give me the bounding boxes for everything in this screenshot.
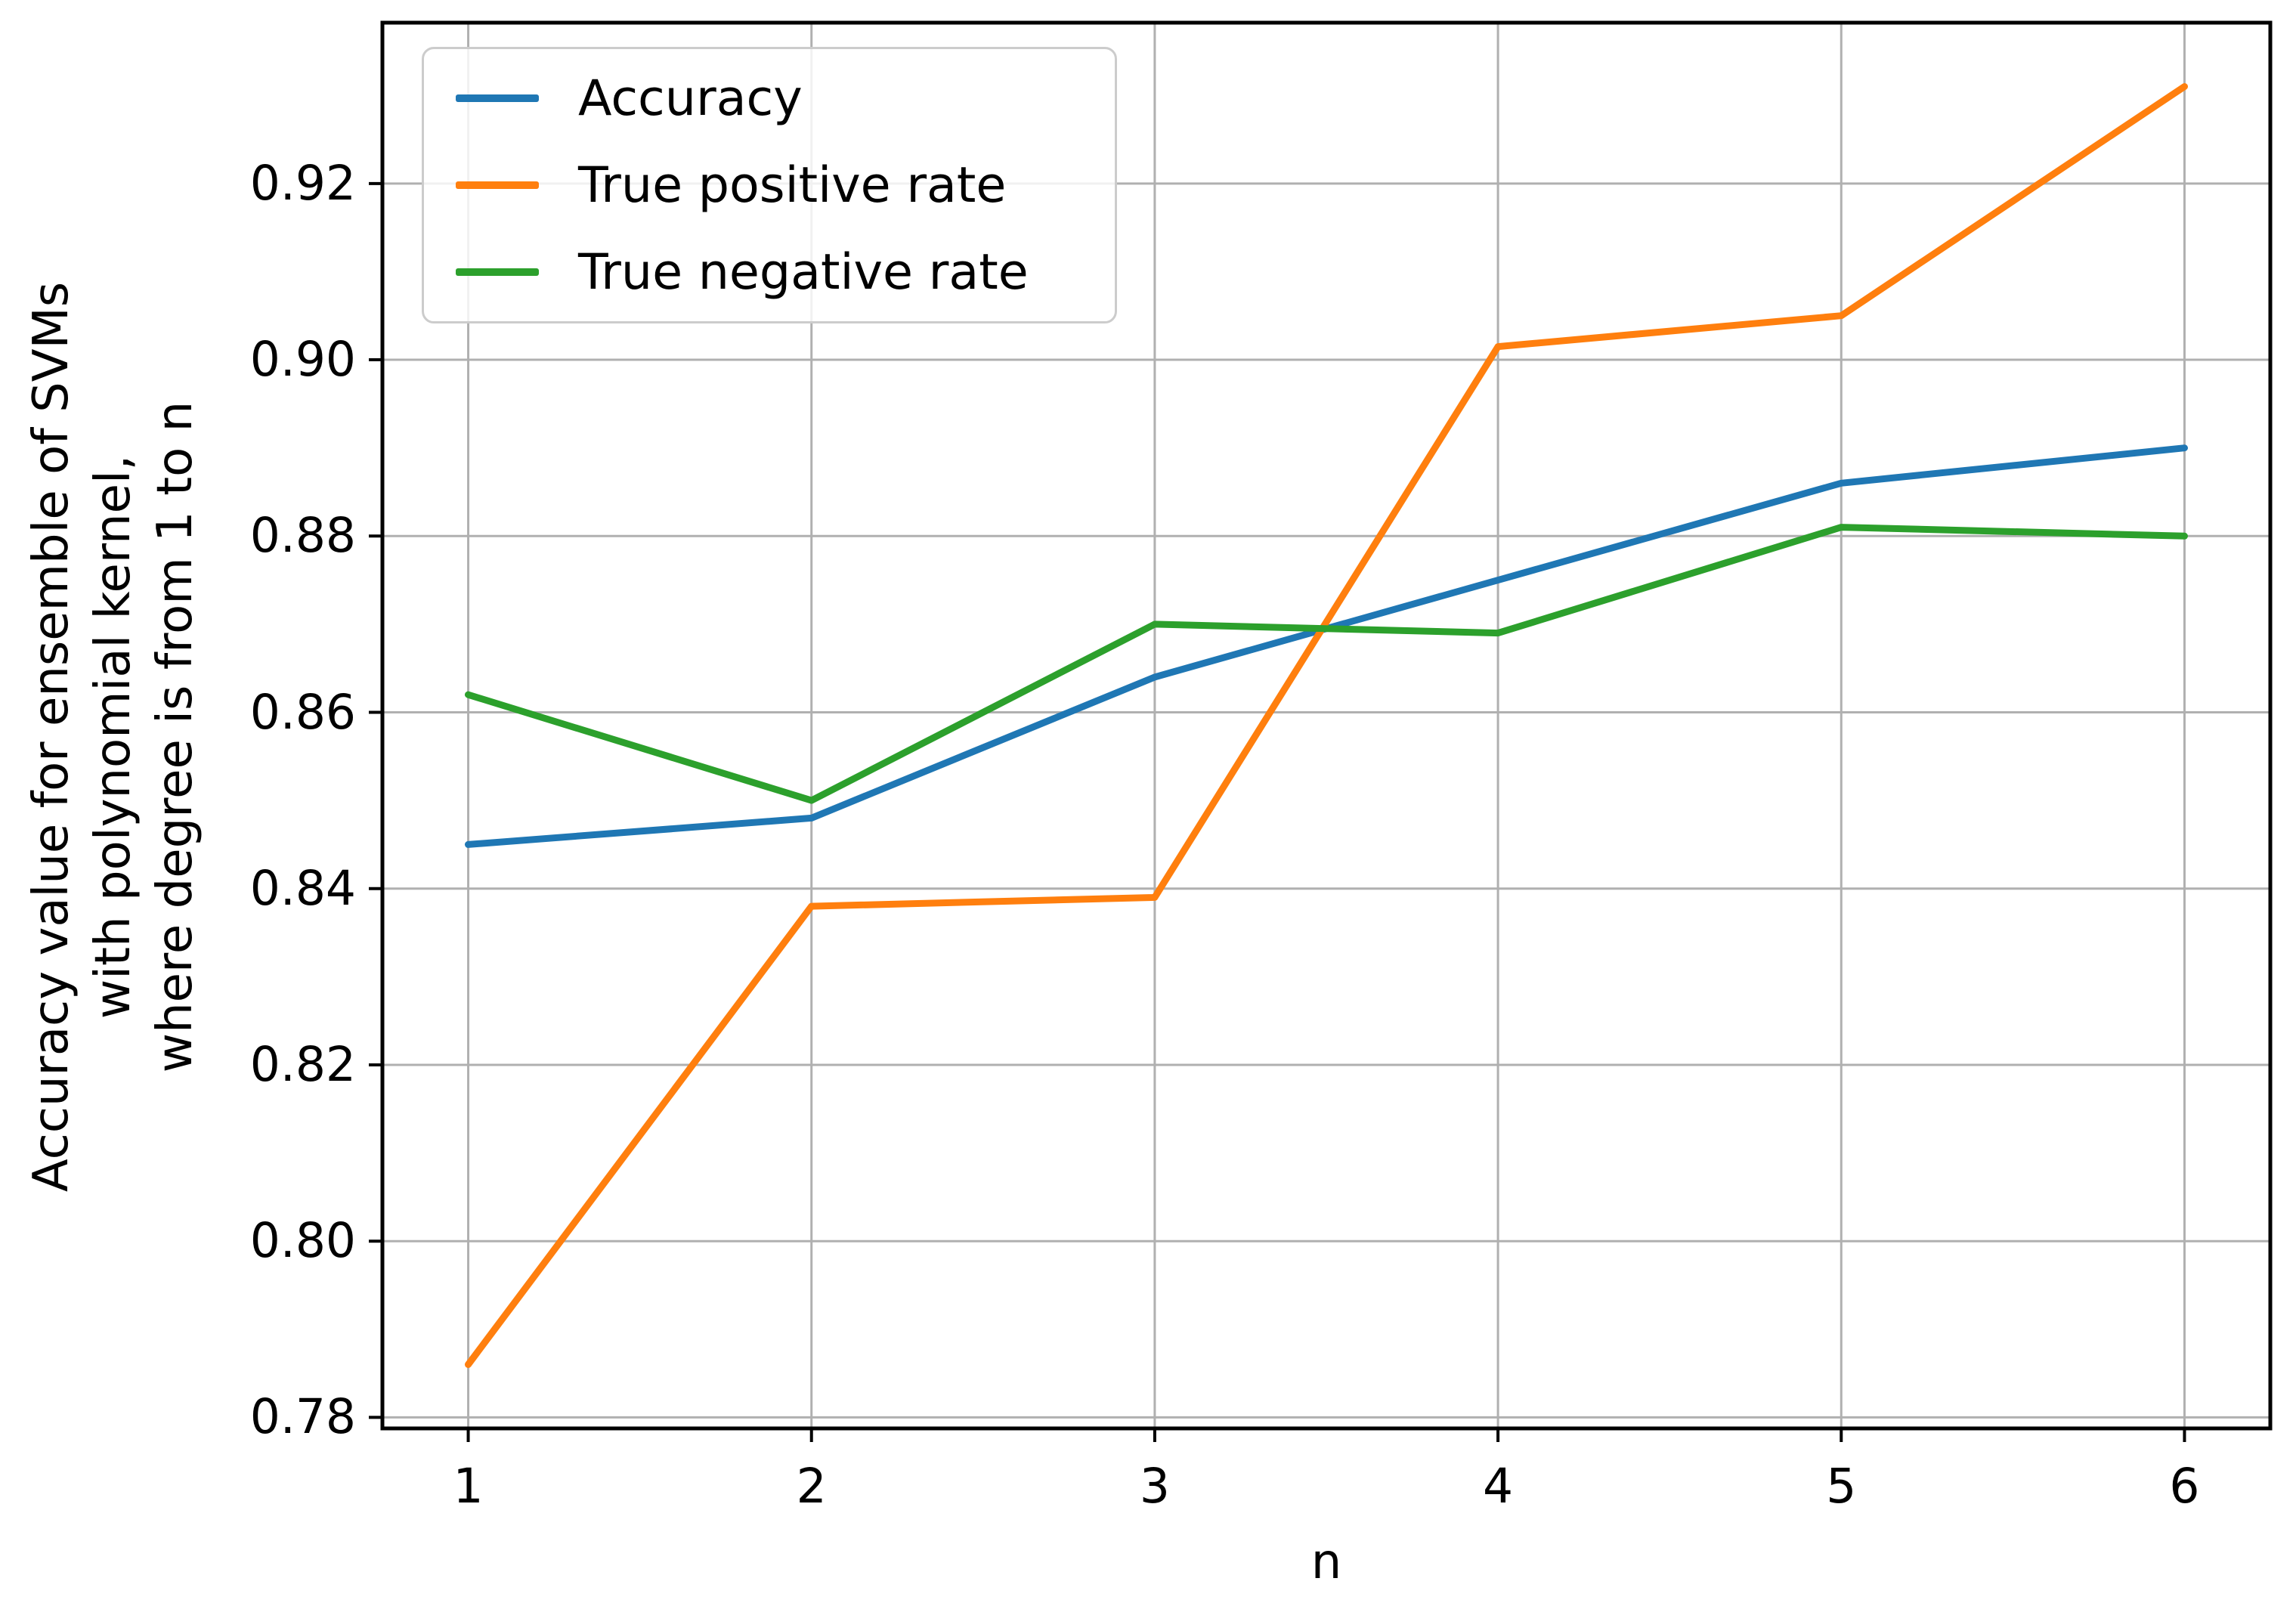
y-tick-label: 0.80 [249, 1213, 356, 1269]
x-tick-label: 5 [1826, 1459, 1857, 1514]
x-tick-label: 6 [2169, 1459, 2200, 1514]
legend-label: True negative rate [578, 243, 1029, 301]
legend-entry-true-positive-rate: True positive rate [456, 147, 1115, 223]
y-axis-label-line: Accuracy value for ensemble of SVMs [23, 281, 79, 1193]
legend-line-swatch-icon [456, 268, 539, 276]
legend-entry-accuracy: Accuracy [456, 60, 1115, 136]
y-tick-label: 0.84 [249, 860, 356, 916]
x-tick-label: 4 [1483, 1459, 1514, 1514]
legend-label: Accuracy [578, 70, 803, 127]
legend-label: True positive rate [578, 156, 1007, 214]
y-tick-label: 0.90 [249, 332, 356, 388]
legend-line-swatch-icon [456, 181, 539, 189]
legend: Accuracy True positive rate True negativ… [422, 47, 1117, 323]
y-tick-label: 0.78 [249, 1389, 356, 1445]
legend-entry-true-negative-rate: True negative rate [456, 234, 1115, 310]
legend-line-swatch-icon [456, 94, 539, 102]
y-tick-label: 0.86 [249, 684, 356, 740]
series-line-accuracy [465, 444, 2188, 848]
y-axis-label: Accuracy value for ensemble of SVMs with… [20, 208, 206, 1266]
y-axis-label-line: with polynomial kernel, [85, 454, 141, 1020]
y-tick-label: 0.82 [249, 1036, 356, 1092]
y-tick-label: 0.88 [249, 508, 356, 564]
series-line-true-negative-rate [465, 524, 2188, 804]
x-tick-label: 3 [1139, 1459, 1170, 1514]
series-line-true-positive-rate [465, 83, 2188, 1368]
x-tick-label: 2 [796, 1459, 827, 1514]
y-axis-label-line: where degree is from 1 to n [147, 401, 203, 1073]
x-tick-label: 1 [453, 1459, 484, 1514]
y-tick-label: 0.92 [249, 155, 356, 211]
x-axis-label: n [1310, 1534, 1342, 1590]
axes-spines [380, 20, 2273, 1431]
